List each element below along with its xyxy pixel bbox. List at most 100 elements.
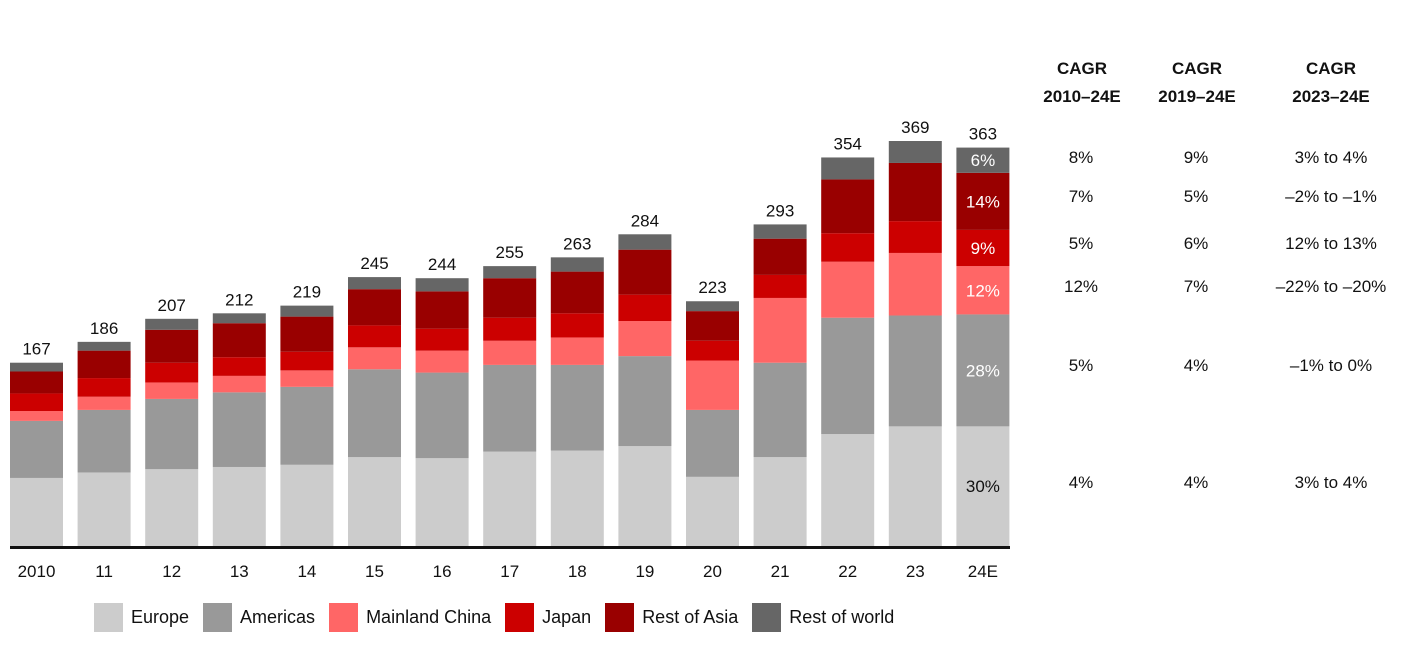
bar-segment-americas-18 <box>550 364 604 451</box>
bar-segment-rest-of-world-20 <box>686 301 739 312</box>
bar-segment-americas-15 <box>348 369 401 458</box>
cagr-cell-rest-of-world-col3: 3% to 4% <box>1294 148 1368 167</box>
legend-label-rest-of-asia: Rest of Asia <box>642 607 739 627</box>
bar-segment-europe-21 <box>753 457 807 546</box>
bar-segment-mainland-china-17 <box>483 340 537 365</box>
legend-label-europe: Europe <box>131 607 190 627</box>
x-tick-label-12: 12 <box>162 562 181 581</box>
cagr-header-1-line2: 2010–24E <box>1043 87 1121 106</box>
bar-segment-europe-15 <box>348 457 401 546</box>
cagr-header-3-line2: 2023–24E <box>1292 87 1370 106</box>
total-label-11: 186 <box>90 319 118 338</box>
cagr-cell-rest-of-world-col2: 9% <box>1183 148 1209 167</box>
bar-segment-americas-21 <box>753 362 807 458</box>
bar-segment-rest-of-world-18 <box>550 257 604 272</box>
bar-segment-mainland-china-13 <box>212 375 266 393</box>
bar-segment-mainland-china-12 <box>145 382 199 399</box>
bar-segment-europe-14 <box>280 464 334 546</box>
bar-segment-americas-12 <box>145 398 199 470</box>
share-label-americas: 28% <box>966 361 1000 380</box>
bar-segment-mainland-china-20 <box>686 360 739 410</box>
legend: Europe Americas Mainland China Japan Res… <box>94 603 908 632</box>
total-label-23: 369 <box>901 118 929 137</box>
bar-segment-rest-of-asia-24e <box>956 172 1010 230</box>
legend-item-rest-of-asia: Rest of Asia <box>605 603 738 632</box>
cagr-header-2-line1: CAGR <box>1171 59 1223 78</box>
bar-segment-rest-of-world-13 <box>212 313 266 324</box>
cagr-cell-japan-col3: 12% to 13% <box>1285 234 1377 253</box>
bar-segment-japan-15 <box>348 325 401 348</box>
share-label-europe: 30% <box>966 477 1000 496</box>
bar-segment-japan-18 <box>550 313 604 338</box>
bar-segment-japan-20 <box>686 340 739 361</box>
x-tick-label-21: 21 <box>771 562 790 581</box>
bar-segment-japan-14 <box>280 351 334 371</box>
bar-segment-rest-of-world-23 <box>888 141 942 163</box>
bar-segment-japan-23 <box>888 221 942 253</box>
total-label-12: 207 <box>158 296 186 315</box>
total-label-22: 354 <box>834 134 862 153</box>
cagr-header-2: CAGR 2019–24E <box>1137 55 1257 111</box>
bar-segment-japan-22 <box>821 233 875 262</box>
bar-segment-rest-of-asia-16 <box>415 291 469 329</box>
x-tick-label-11: 11 <box>95 562 113 581</box>
bar-segment-rest-of-asia-15 <box>348 289 401 326</box>
total-label-13: 212 <box>225 290 253 309</box>
bar-segment-japan-21 <box>753 274 807 298</box>
bar-segment-mainland-china-16 <box>415 350 469 373</box>
bar-segment-japan-13 <box>212 357 266 376</box>
legend-item-americas: Americas <box>203 603 315 632</box>
total-label-14: 219 <box>293 283 321 302</box>
bar-segment-rest-of-asia-14 <box>280 316 334 352</box>
bar-segment-europe-24e <box>956 426 1010 546</box>
share-label-rest-of-world: 6% <box>971 151 996 170</box>
bar-segment-rest-of-asia-20 <box>686 311 739 341</box>
bar-segment-rest-of-world-12 <box>145 318 199 330</box>
bar-segment-americas-24e <box>956 314 1010 427</box>
cagr-cell-mainland-china-col1: 12% <box>1063 277 1099 296</box>
cagr-cell-americas-col1: 5% <box>1068 356 1094 375</box>
legend-label-japan: Japan <box>542 607 592 627</box>
cagr-cell-japan-col1: 5% <box>1068 234 1094 253</box>
cagr-header-2-line2: 2019–24E <box>1158 87 1236 106</box>
x-tick-label-14: 14 <box>297 562 316 581</box>
bar-segment-rest-of-asia-13 <box>212 323 266 358</box>
bar-segment-mainland-china-15 <box>348 347 401 370</box>
legend-swatch-americas <box>203 603 233 632</box>
bar-segment-americas-11 <box>77 409 131 473</box>
bar-segment-mainland-china-22 <box>821 261 875 318</box>
bar-segment-europe-22 <box>821 434 875 546</box>
bar-segment-mainland-china-11 <box>77 396 131 410</box>
bar-segment-rest-of-asia-21 <box>753 238 807 275</box>
cagr-cell-europe-col1: 4% <box>1068 473 1094 492</box>
bar-segment-americas-13 <box>212 392 266 467</box>
bar-segment-europe-18 <box>550 450 604 546</box>
bar-segment-rest-of-world-2010 <box>10 362 63 372</box>
x-tick-label-16: 16 <box>433 562 452 581</box>
total-label-20: 223 <box>698 278 726 297</box>
legend-item-mainland-china: Mainland China <box>329 603 491 632</box>
bar-segment-americas-2010 <box>10 420 63 478</box>
bar-segment-europe-16 <box>415 458 469 546</box>
bar-segment-rest-of-world-19 <box>618 234 672 250</box>
legend-item-japan: Japan <box>505 603 591 632</box>
legend-label-americas: Americas <box>240 607 316 627</box>
bar-segment-mainland-china-23 <box>888 252 942 316</box>
bar-segment-mainland-china-18 <box>550 337 604 365</box>
legend-swatch-rest-of-asia <box>605 603 635 632</box>
bar-segment-rest-of-asia-17 <box>483 278 537 318</box>
cagr-cell-rest-of-asia-col2: 5% <box>1183 187 1209 206</box>
share-label-mainland-china: 12% <box>966 281 1000 300</box>
bar-segment-japan-2010 <box>10 393 63 411</box>
bar-segment-europe-19 <box>618 446 672 546</box>
x-tick-label-2010: 2010 <box>18 562 56 581</box>
x-tick-label-15: 15 <box>365 562 384 581</box>
bar-segment-rest-of-world-15 <box>348 277 401 290</box>
bar-segment-americas-14 <box>280 386 334 465</box>
cagr-cell-rest-of-asia-col3: –2% to –1% <box>1285 187 1377 206</box>
cagr-cell-americas-col2: 4% <box>1183 356 1209 375</box>
bar-segment-mainland-china-2010 <box>10 411 63 421</box>
bar-segment-rest-of-world-16 <box>415 278 469 292</box>
total-label-17: 255 <box>496 243 524 262</box>
bar-segment-americas-17 <box>483 364 537 452</box>
